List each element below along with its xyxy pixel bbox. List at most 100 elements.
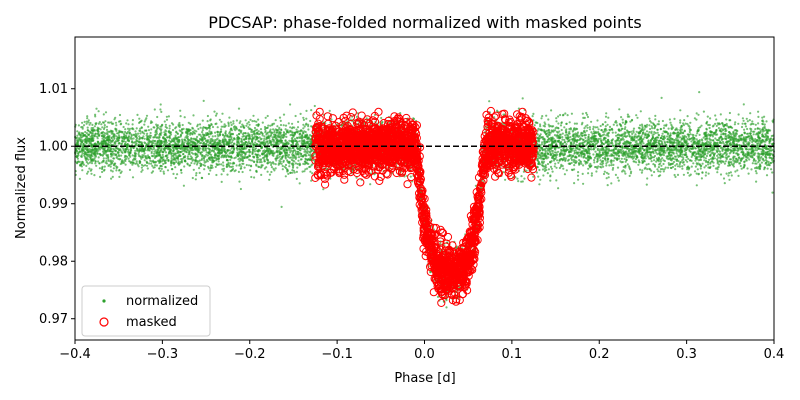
- normalized-point: [109, 141, 112, 144]
- normalized-point: [97, 134, 101, 137]
- normalized-point: [132, 133, 135, 136]
- normalized-point: [227, 124, 230, 127]
- normalized-point: [216, 131, 219, 134]
- normalized-point: [191, 149, 194, 152]
- normalized-point: [723, 182, 726, 185]
- normalized-point: [626, 163, 629, 166]
- normalized-point: [718, 123, 722, 126]
- normalized-point: [266, 114, 269, 118]
- normalized-point: [558, 166, 562, 170]
- normalized-point: [195, 172, 198, 175]
- normalized-point: [755, 172, 758, 175]
- normalized-point: [168, 124, 171, 127]
- normalized-point: [628, 174, 631, 177]
- normalized-point: [302, 162, 305, 165]
- normalized-point: [488, 100, 491, 103]
- normalized-point: [228, 149, 231, 152]
- normalized-point: [99, 175, 102, 178]
- normalized-point: [296, 166, 299, 169]
- normalized-point: [554, 162, 557, 165]
- normalized-point: [557, 187, 560, 190]
- normalized-point: [754, 128, 757, 131]
- normalized-point: [516, 177, 519, 180]
- normalized-point: [647, 162, 650, 166]
- normalized-point: [135, 160, 138, 163]
- normalized-point: [706, 120, 709, 123]
- normalized-point: [191, 133, 194, 136]
- normalized-point: [695, 134, 698, 137]
- normalized-point: [688, 130, 691, 134]
- normalized-point: [747, 172, 750, 175]
- normalized-point: [546, 172, 549, 175]
- normalized-point: [699, 167, 702, 170]
- normalized-point: [172, 172, 175, 175]
- normalized-point: [649, 127, 652, 131]
- normalized-point: [87, 170, 90, 173]
- normalized-point: [635, 114, 638, 117]
- normalized-point: [305, 117, 308, 120]
- normalized-point: [301, 143, 304, 146]
- normalized-point: [531, 115, 534, 118]
- normalized-point: [725, 141, 728, 144]
- normalized-point: [222, 164, 225, 167]
- normalized-point: [620, 161, 623, 164]
- normalized-point: [78, 160, 81, 163]
- normalized-point: [439, 242, 442, 245]
- normalized-point: [754, 159, 757, 162]
- normalized-point: [596, 126, 599, 129]
- normalized-point: [216, 126, 219, 129]
- normalized-point: [257, 118, 260, 121]
- normalized-point: [282, 124, 285, 127]
- normalized-point: [575, 122, 579, 125]
- normalized-point: [739, 164, 742, 168]
- normalized-point: [670, 127, 673, 130]
- normalized-point: [145, 160, 148, 163]
- normalized-point: [754, 170, 758, 173]
- normalized-point: [741, 148, 744, 151]
- normalized-point: [121, 140, 124, 143]
- normalized-point: [592, 125, 595, 128]
- normalized-point: [727, 174, 730, 177]
- normalized-point: [95, 164, 98, 167]
- normalized-point: [77, 124, 80, 127]
- normalized-point: [574, 156, 577, 159]
- normalized-point: [248, 158, 251, 161]
- normalized-point: [96, 126, 99, 129]
- normalized-point: [312, 159, 315, 162]
- normalized-point: [625, 156, 628, 159]
- normalized-point: [253, 176, 256, 179]
- normalized-point: [603, 170, 606, 173]
- normalized-point: [284, 175, 287, 178]
- normalized-point: [204, 149, 207, 152]
- normalized-point: [232, 122, 235, 125]
- normalized-point: [700, 177, 704, 180]
- normalized-point: [255, 120, 258, 123]
- normalized-point: [238, 180, 241, 183]
- normalized-point: [229, 158, 232, 161]
- normalized-point: [259, 128, 263, 131]
- normalized-point: [599, 124, 602, 128]
- normalized-point: [380, 116, 383, 120]
- normalized-point: [258, 154, 261, 157]
- normalized-point: [247, 132, 250, 135]
- normalized-point: [96, 137, 99, 140]
- normalized-point: [608, 164, 611, 167]
- normalized-point: [547, 118, 550, 121]
- normalized-point: [284, 151, 287, 154]
- normalized-point: [143, 159, 146, 162]
- normalized-point: [539, 123, 542, 126]
- normalized-point: [616, 176, 619, 179]
- normalized-point: [122, 125, 125, 129]
- normalized-point: [234, 169, 237, 172]
- normalized-point: [656, 131, 659, 134]
- normalized-point: [237, 107, 241, 110]
- normalized-point: [178, 125, 181, 129]
- normalized-point: [621, 127, 624, 130]
- normalized-point: [652, 163, 655, 166]
- normalized-point: [159, 125, 162, 128]
- normalized-point: [230, 123, 233, 127]
- normalized-point: [198, 167, 201, 170]
- normalized-point: [268, 178, 271, 181]
- normalized-point: [154, 149, 157, 152]
- normalized-point: [76, 130, 79, 133]
